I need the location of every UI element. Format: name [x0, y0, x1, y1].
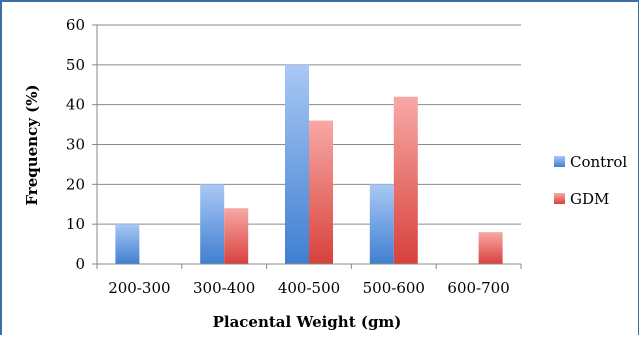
y-tick-labels: 0 10 20 30 40 50 60: [66, 16, 85, 273]
legend-label-gdm: GDM: [570, 190, 609, 208]
legend-swatch-gdm: [554, 193, 565, 204]
bars: [115, 65, 502, 264]
x-tick-label: 200-300: [108, 279, 170, 297]
legend-label-control: Control: [570, 153, 627, 171]
bar-control-300-400: [200, 184, 224, 264]
y-tick-label: 20: [66, 175, 85, 193]
x-tick-label: 500-600: [363, 279, 425, 297]
x-tick-labels: 200-300 300-400 400-500 500-600 600-700: [108, 279, 510, 297]
bar-gdm-600-700: [479, 232, 503, 264]
y-tick-label: 40: [66, 96, 85, 114]
y-tick-label: 50: [66, 56, 85, 74]
y-tick-label: 10: [66, 215, 85, 233]
y-tick-label: 0: [75, 255, 85, 273]
x-tick-label: 400-500: [278, 279, 340, 297]
x-axis-title: Placental Weight (gm): [213, 313, 402, 331]
bar-control-500-600: [370, 184, 394, 264]
legend-swatch-control: [554, 156, 565, 167]
y-tick-label: 30: [66, 136, 85, 154]
bar-gdm-400-500: [309, 121, 333, 264]
y-tick-label: 60: [66, 16, 85, 34]
legend: Control GDM: [554, 153, 627, 208]
x-tick-label: 300-400: [193, 279, 255, 297]
bar-gdm-500-600: [394, 97, 418, 264]
y-axis-title: Frequency (%): [23, 84, 41, 205]
bar-control-200-300: [115, 224, 139, 264]
bar-control-400-500: [285, 65, 309, 264]
bar-gdm-300-400: [224, 208, 248, 264]
x-tick-label: 600-700: [447, 279, 509, 297]
